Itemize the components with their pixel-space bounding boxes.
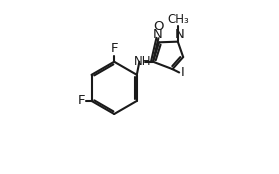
- Text: O: O: [153, 20, 164, 33]
- Text: I: I: [181, 66, 184, 79]
- Text: CH₃: CH₃: [167, 13, 189, 26]
- Text: N: N: [174, 27, 184, 41]
- Text: N: N: [153, 28, 163, 41]
- Text: F: F: [110, 42, 118, 55]
- Text: F: F: [78, 94, 86, 107]
- Text: NH: NH: [134, 55, 151, 68]
